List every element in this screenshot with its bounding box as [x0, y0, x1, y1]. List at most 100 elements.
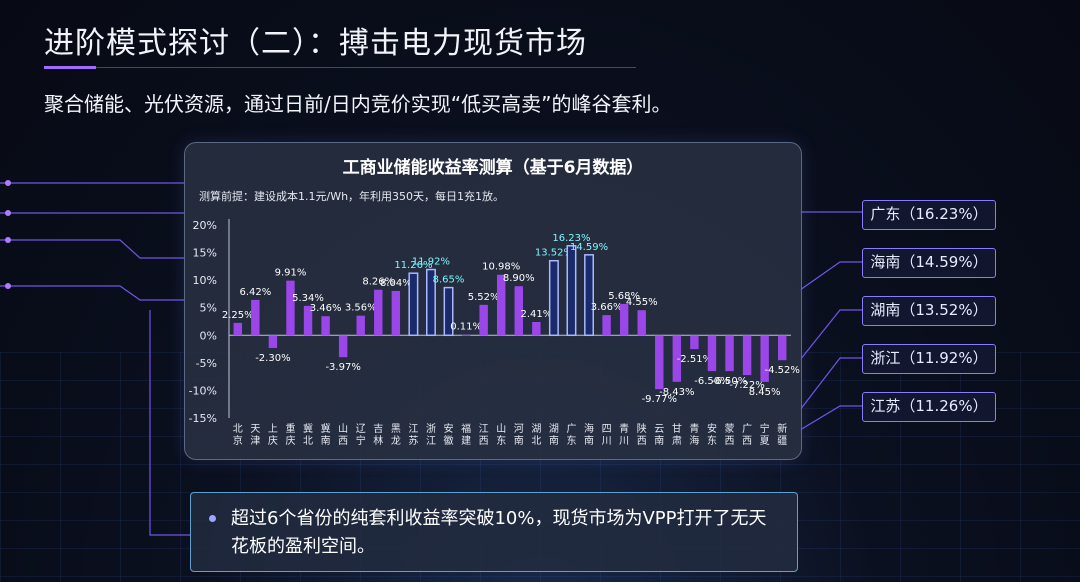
- x-tick-label: 辽: [356, 423, 366, 435]
- x-tick-label: 西: [637, 436, 647, 447]
- bar: [566, 245, 577, 337]
- x-tick-label: 浙: [426, 423, 436, 435]
- chart-note: 测算前提：建设成本1.1元/Wh，年利用350天，每日1充1放。: [199, 190, 505, 203]
- bar-value-label: -6.50%: [694, 376, 729, 387]
- x-tick-label: 西: [479, 436, 489, 447]
- y-tick-label: 0%: [200, 329, 217, 342]
- bar: [742, 335, 752, 376]
- x-tick-label: 安: [707, 422, 717, 435]
- bar: [584, 254, 594, 337]
- page-title: 进阶模式探讨（二）：搏击电力现货市场: [44, 26, 587, 61]
- x-tick-label: 陕: [637, 422, 647, 435]
- bullet-icon: [209, 515, 216, 522]
- bar: [602, 315, 611, 336]
- y-tick-label: 15%: [193, 247, 217, 260]
- x-tick-label: 西: [725, 436, 735, 447]
- bar-value-label: 6.42%: [239, 287, 271, 298]
- x-tick-label: 山: [496, 423, 506, 435]
- bar-value-label: 5.34%: [292, 293, 324, 304]
- bar-value-label: -2.51%: [677, 354, 712, 365]
- bar-value-label: -2.30%: [255, 353, 290, 364]
- bar: [532, 321, 541, 336]
- x-tick-label: 东: [496, 434, 506, 447]
- bar: [426, 268, 436, 337]
- bar: [497, 274, 506, 336]
- bar: [356, 315, 365, 336]
- x-tick-label: 安: [444, 422, 454, 435]
- x-tick-label: 南: [584, 434, 594, 447]
- highlight-hainan: 海南（14.59%）: [862, 248, 996, 278]
- bar: [725, 335, 734, 372]
- bar-value-label: 16.23%: [552, 233, 590, 244]
- x-tick-label: 广: [566, 423, 576, 435]
- x-tick-label: 南: [549, 434, 559, 447]
- x-tick-label: 广: [742, 423, 752, 435]
- x-tick-label: 苏: [408, 434, 418, 447]
- x-tick-label: 黑: [391, 423, 401, 435]
- x-tick-label: 津: [250, 435, 260, 447]
- x-tick-label: 北: [233, 423, 243, 435]
- x-tick-label: 东: [566, 434, 576, 447]
- x-tick-label: 宁: [760, 422, 770, 435]
- bar: [760, 335, 769, 382]
- bar-value-label: 13.52%: [535, 248, 573, 259]
- x-tick-label: 庆: [268, 434, 278, 447]
- bar: [443, 286, 454, 337]
- x-tick-label: 海: [584, 422, 594, 435]
- x-tick-label: 冀: [303, 422, 313, 435]
- bar-value-label: 5.68%: [608, 291, 640, 302]
- bar-value-label: 8.04%: [380, 278, 412, 289]
- bar: [286, 280, 295, 336]
- x-tick-label: 江: [479, 423, 489, 435]
- x-tick-label: 云: [654, 424, 664, 435]
- bar-value-label: 11.92%: [412, 257, 450, 268]
- x-tick-label: 西: [338, 436, 348, 447]
- bar: [707, 335, 717, 372]
- chart-card: 工商业储能收益率测算（基于6月数据） 测算前提：建设成本1.1元/Wh，年利用3…: [184, 142, 802, 460]
- x-tick-label: 江: [408, 423, 418, 435]
- bar-value-label: 5.52%: [468, 292, 500, 303]
- bar-value-label: 2.25%: [222, 310, 254, 321]
- bar: [778, 335, 787, 361]
- bar-value-label: -3.97%: [325, 362, 360, 373]
- bar: [637, 310, 646, 336]
- summary-callout: 超过6个省份的纯套利收益率突破10%，现货市场为VPP打开了无天花板的盈利空间。: [190, 492, 798, 572]
- x-tick-label: 南: [514, 434, 524, 447]
- bar-value-label: 8.90%: [503, 273, 535, 284]
- bar: [655, 335, 664, 390]
- bar-chart: 20%15%10%5%0%-5%-10%-15%2.25%北京6.42%天津-2…: [189, 219, 800, 447]
- x-tick-label: 庆: [285, 434, 295, 447]
- y-tick-label: -15%: [189, 412, 217, 425]
- bar: [408, 272, 419, 337]
- x-tick-label: 西: [742, 436, 752, 447]
- bar: [619, 303, 629, 336]
- y-tick-label: 5%: [200, 302, 217, 315]
- bar-value-label: 8.65%: [433, 275, 465, 286]
- y-tick-label: 10%: [193, 274, 217, 287]
- bar: [233, 322, 242, 336]
- x-tick-label: 北: [303, 435, 313, 447]
- x-tick-label: 青: [689, 422, 699, 435]
- x-tick-label: 南: [321, 434, 331, 447]
- callout-text: 超过6个省份的纯套利收益率突破10%，现货市场为VPP打开了无天花板的盈利空间。: [231, 508, 767, 557]
- x-tick-label: 夏: [760, 435, 770, 447]
- bar: [461, 334, 471, 336]
- x-tick-label: 青: [619, 422, 629, 435]
- highlight-hunan: 湖南（13.52%）: [862, 296, 996, 326]
- bar: [391, 290, 401, 336]
- bar-value-label: 3.46%: [310, 303, 342, 314]
- x-tick-label: 京: [233, 434, 243, 447]
- x-tick-label: 川: [602, 436, 612, 447]
- x-tick-label: 疆: [777, 435, 787, 447]
- x-tick-label: 天: [250, 424, 260, 435]
- x-tick-label: 北: [531, 435, 541, 447]
- y-tick-label: 20%: [193, 219, 217, 232]
- y-tick-label: -5%: [196, 357, 217, 370]
- bar-value-label: 3.56%: [345, 303, 377, 314]
- bar-value-label: 10.98%: [482, 262, 520, 273]
- x-tick-label: 龙: [391, 434, 401, 447]
- bar: [303, 305, 313, 336]
- bar-value-label: 11.26%: [394, 260, 432, 271]
- x-tick-label: 徽: [444, 434, 454, 447]
